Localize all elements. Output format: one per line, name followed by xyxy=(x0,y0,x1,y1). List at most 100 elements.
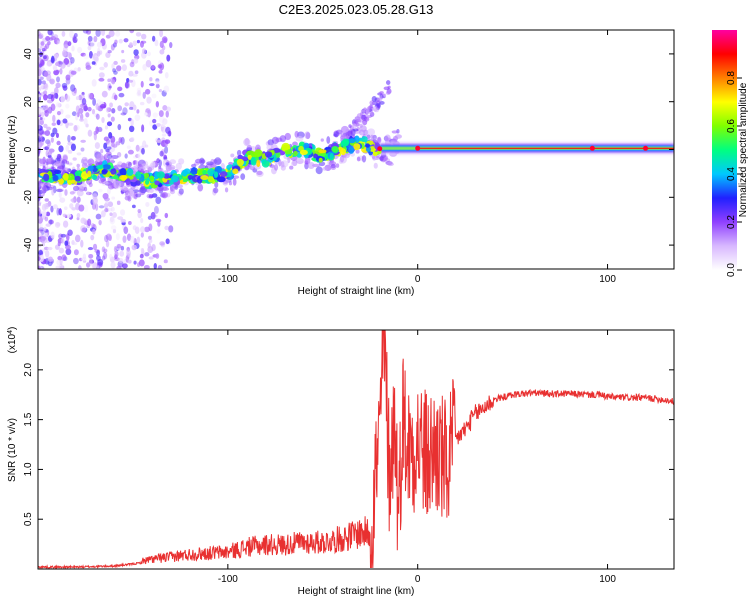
noise-blob xyxy=(159,49,165,55)
noise-blob xyxy=(49,219,53,225)
noise-blob xyxy=(101,255,106,261)
ridge-blob xyxy=(299,149,308,156)
noise-blob xyxy=(110,225,117,230)
noise-blob xyxy=(134,226,140,235)
ridge-blob xyxy=(144,172,150,179)
noise-blob xyxy=(47,30,53,36)
noise-blob xyxy=(111,196,116,200)
noise-blob xyxy=(38,256,41,262)
noise-blob xyxy=(158,110,164,117)
noise-blob xyxy=(127,259,132,264)
noise-blob xyxy=(80,139,86,143)
noise-blob xyxy=(70,70,77,75)
noise-blob xyxy=(143,112,148,116)
halo-blob xyxy=(178,188,184,195)
halo-blob xyxy=(165,162,170,166)
noise-blob xyxy=(124,102,129,107)
noise-blob xyxy=(38,141,41,149)
noise-blob xyxy=(49,78,55,85)
noise-blob xyxy=(67,141,73,146)
noise-blob xyxy=(81,98,87,105)
halo-blob xyxy=(287,156,291,164)
noise-blob xyxy=(126,145,131,149)
wisp-blob xyxy=(379,101,385,105)
noise-blob xyxy=(94,55,99,64)
noise-blob xyxy=(135,32,142,37)
noise-blob xyxy=(152,118,157,124)
noise-blob xyxy=(107,50,112,54)
halo-blob xyxy=(289,165,294,170)
noise-blob xyxy=(149,83,155,87)
noise-blob xyxy=(123,226,129,234)
noise-blob xyxy=(129,235,135,243)
noise-blob xyxy=(163,259,168,264)
halo-blob xyxy=(304,156,311,165)
halo-blob xyxy=(61,159,68,164)
noise-blob xyxy=(130,118,134,127)
ridge-blob xyxy=(63,172,69,181)
noise-blob xyxy=(88,257,93,266)
noise-blob xyxy=(105,240,110,248)
noise-blob xyxy=(101,246,106,253)
noise-blob xyxy=(165,238,170,245)
noise-blob xyxy=(151,64,155,70)
noise-blob xyxy=(75,96,80,101)
spectrogram-y-axis-label: Frequency (Hz) xyxy=(7,116,18,185)
noise-blob xyxy=(128,79,133,83)
noise-blob xyxy=(98,205,105,209)
noise-blob xyxy=(103,142,108,150)
noise-blob xyxy=(58,145,64,153)
noise-blob xyxy=(52,204,58,210)
noise-blob xyxy=(108,132,113,139)
halo-blob xyxy=(236,149,242,157)
noise-blob xyxy=(98,188,103,193)
noise-blob xyxy=(119,250,125,257)
spectrogram-y-tick-label: -20 xyxy=(23,190,34,205)
noise-blob xyxy=(38,94,41,98)
ridge-blob xyxy=(101,169,108,175)
ridge-blob xyxy=(187,174,194,180)
noise-blob xyxy=(96,41,103,48)
noise-blob xyxy=(146,51,151,57)
noise-blob xyxy=(44,198,49,202)
noise-blob xyxy=(50,205,54,213)
wisp-blob xyxy=(346,131,351,135)
noise-blob xyxy=(124,153,128,159)
noise-blob xyxy=(95,103,99,111)
noise-blob xyxy=(122,107,128,115)
ridge-blob xyxy=(113,174,119,180)
halo-blob xyxy=(297,160,304,164)
halo-blob xyxy=(191,163,197,168)
halo-blob xyxy=(103,154,108,161)
snr-x-axis-label: Height of straight line (km) xyxy=(298,586,415,597)
wisp-blob xyxy=(383,93,387,97)
snr-line xyxy=(38,330,674,569)
noise-blob xyxy=(61,49,67,57)
noise-blob xyxy=(142,91,146,99)
noise-blob xyxy=(54,53,59,59)
halo-blob xyxy=(224,187,229,193)
noise-blob xyxy=(67,122,74,126)
noise-blob xyxy=(162,105,168,111)
figure-title: C2E3.2025.023.05.28.G13 xyxy=(279,2,434,17)
noise-blob xyxy=(39,254,45,262)
halo-blob xyxy=(206,161,214,166)
ridge-blob xyxy=(96,165,104,170)
halo-blob xyxy=(356,156,361,162)
noise-blob xyxy=(158,70,163,74)
halo-blob xyxy=(103,180,108,185)
noise-blob xyxy=(137,89,141,96)
colorbar-tick-label: 0.2 xyxy=(726,215,737,229)
noise-blob xyxy=(43,45,48,52)
noise-blob xyxy=(95,126,99,135)
noise-blob xyxy=(108,85,112,89)
noise-blob xyxy=(94,56,99,62)
halo-blob xyxy=(107,182,115,190)
noise-blob xyxy=(83,53,90,60)
noise-blob xyxy=(67,229,73,236)
noise-blob xyxy=(44,250,50,258)
halo-blob xyxy=(40,183,44,187)
noise-blob xyxy=(38,226,43,230)
noise-blob xyxy=(73,32,78,38)
noise-blob xyxy=(138,259,145,267)
